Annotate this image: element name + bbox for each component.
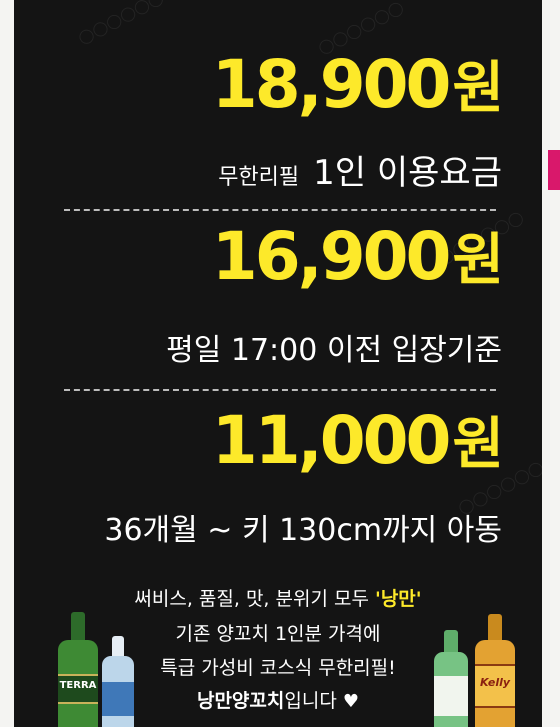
promo-line-1-text: 써비스, 품질, 맛, 분위기 모두 xyxy=(134,588,375,610)
price-tier-3-currency: 원 xyxy=(452,412,504,477)
amber-beer-bottle: Kelly xyxy=(472,614,518,727)
kelly-label: Kelly xyxy=(479,676,511,689)
price-tier-1-label: 무한리필 1인 이용요금 xyxy=(218,156,502,190)
price-tier-1-label-small: 무한리필 xyxy=(218,165,300,190)
soju-bottle-left xyxy=(100,636,136,727)
promo-line-4-rest: 입니다 xyxy=(284,690,337,712)
side-accent-strip xyxy=(548,150,560,190)
dashed-divider xyxy=(64,389,496,391)
terra-label: TERRA xyxy=(59,680,97,691)
promo-highlight: '낭만' xyxy=(375,588,422,610)
price-tier-1: 18,900원 xyxy=(212,52,504,118)
price-board: ◯◯◯◯◯◯ ◯◯◯◯◯◯ ◯◯◯◯◯◯ ◯◯◯◯◯◯ 18,900원 무한리필… xyxy=(14,0,542,727)
promo-line-3: 특급 가성비 코스식 무한리필! xyxy=(160,657,396,679)
price-tier-1-label-main: 1인 이용요금 xyxy=(313,153,502,193)
promo-line-2: 기존 양꼬치 1인분 가격에 xyxy=(175,623,381,645)
price-tier-1-amount: 18,900 xyxy=(211,46,452,123)
promo-line-4: 낭만양꼬치입니다 ♥ xyxy=(14,692,542,711)
brand-name: 낭만양꼬치 xyxy=(196,690,285,712)
promo-line-1: 써비스, 품질, 맛, 분위기 모두 '낭만' xyxy=(14,590,542,609)
heart-icon: ♥ xyxy=(342,691,360,712)
price-tier-2-currency: 원 xyxy=(452,228,504,293)
watermark: ◯◯◯◯◯◯ xyxy=(75,0,167,48)
price-tier-2: 16,900원 xyxy=(212,224,504,290)
price-tier-3-amount: 11,000 xyxy=(211,402,452,479)
green-beer-bottle: TERRA xyxy=(54,612,102,727)
price-tier-3-label: 36개월 ~ 키 130cm까지 아동 xyxy=(104,513,502,548)
dashed-divider xyxy=(64,209,496,211)
soju-bottle-right xyxy=(432,630,470,727)
price-tier-1-currency: 원 xyxy=(452,56,504,121)
price-tier-2-label: 평일 17:00 이전 입장기준 xyxy=(166,333,502,368)
price-tier-3: 11,000원 xyxy=(212,408,504,474)
price-tier-2-amount: 16,900 xyxy=(211,218,452,295)
